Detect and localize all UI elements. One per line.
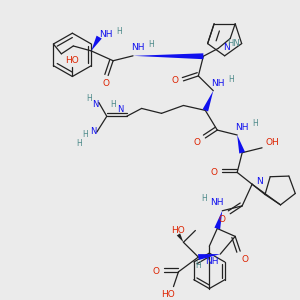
Polygon shape — [91, 36, 102, 51]
Text: O: O — [172, 76, 179, 85]
Polygon shape — [198, 254, 220, 260]
Text: H: H — [110, 100, 116, 109]
Text: H: H — [148, 40, 154, 49]
Text: OH: OH — [265, 138, 279, 147]
Text: N: N — [118, 105, 124, 114]
Polygon shape — [237, 135, 245, 154]
Text: HO: HO — [65, 56, 79, 65]
Text: H: H — [252, 119, 258, 128]
Text: O: O — [242, 254, 249, 263]
Text: N: N — [223, 44, 230, 52]
Text: H: H — [82, 130, 88, 139]
Text: NH: NH — [236, 123, 249, 132]
Text: NH: NH — [131, 44, 145, 52]
Text: HN: HN — [227, 39, 240, 48]
Text: H: H — [228, 75, 234, 84]
Text: O: O — [194, 138, 201, 147]
Text: H: H — [116, 27, 122, 36]
Polygon shape — [133, 53, 203, 59]
Text: NH: NH — [99, 30, 113, 39]
Text: H: H — [202, 194, 207, 203]
Text: O: O — [103, 79, 110, 88]
Text: H: H — [196, 261, 201, 270]
Polygon shape — [214, 211, 222, 229]
Text: NH: NH — [206, 256, 219, 266]
Text: O: O — [152, 267, 159, 276]
Text: H: H — [76, 140, 82, 148]
Text: O: O — [211, 168, 218, 177]
Text: N: N — [90, 127, 96, 136]
Text: N: N — [92, 100, 98, 109]
Text: O: O — [219, 215, 226, 224]
Polygon shape — [177, 233, 183, 242]
Text: NH: NH — [212, 79, 225, 88]
Polygon shape — [202, 91, 213, 112]
Text: H: H — [86, 94, 92, 103]
Text: N: N — [256, 177, 262, 186]
Text: NH: NH — [211, 198, 224, 207]
Text: HO: HO — [172, 226, 185, 235]
Text: HO: HO — [162, 290, 176, 299]
